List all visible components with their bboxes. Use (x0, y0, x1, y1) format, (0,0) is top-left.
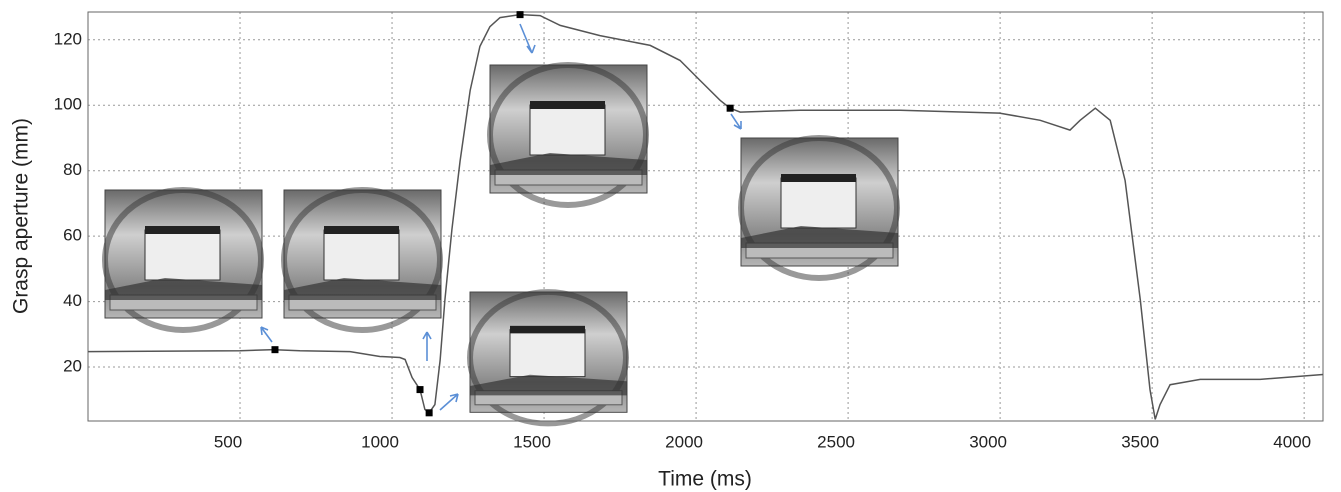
point-marker (425, 409, 433, 417)
arrow (439, 393, 459, 411)
inset-photo (741, 138, 898, 278)
point-marker (271, 346, 279, 354)
point-marker (416, 386, 424, 394)
inset-photo (490, 65, 647, 205)
inset-photo (470, 292, 627, 424)
y-tick-label: 40 (63, 291, 82, 310)
arrow (422, 331, 432, 361)
x-tick-label: 2000 (665, 432, 703, 451)
x-tick-label: 3500 (1121, 432, 1159, 451)
data-line (87, 13, 1324, 420)
x-tick-label: 3000 (969, 432, 1007, 451)
x-tick-label: 1000 (361, 432, 399, 451)
y-tick-label: 20 (63, 356, 82, 375)
y-tick-label: 120 (54, 29, 82, 48)
arrow (260, 326, 273, 343)
x-tick-label: 500 (214, 432, 242, 451)
y-tick-label: 60 (63, 226, 82, 245)
inset-photo (105, 190, 262, 330)
y-axis-title: Grasp aperture (mm) (10, 118, 33, 314)
plot-area (88, 12, 1323, 421)
x-tick-label: 1500 (513, 432, 551, 451)
inset-photos (105, 65, 898, 424)
y-tick-label: 100 (54, 95, 82, 114)
point-marker (726, 104, 734, 112)
point-marker (516, 11, 524, 19)
x-tick-label: 2500 (817, 432, 855, 451)
plot-frame (87, 11, 1324, 422)
arrow (519, 23, 536, 54)
arrows (260, 23, 742, 411)
x-axis-title: Time (ms) (658, 468, 752, 491)
y-tick-label: 80 (63, 160, 82, 179)
inset-photo (284, 190, 441, 330)
arrow (730, 113, 742, 130)
x-tick-label: 4000 (1273, 432, 1311, 451)
